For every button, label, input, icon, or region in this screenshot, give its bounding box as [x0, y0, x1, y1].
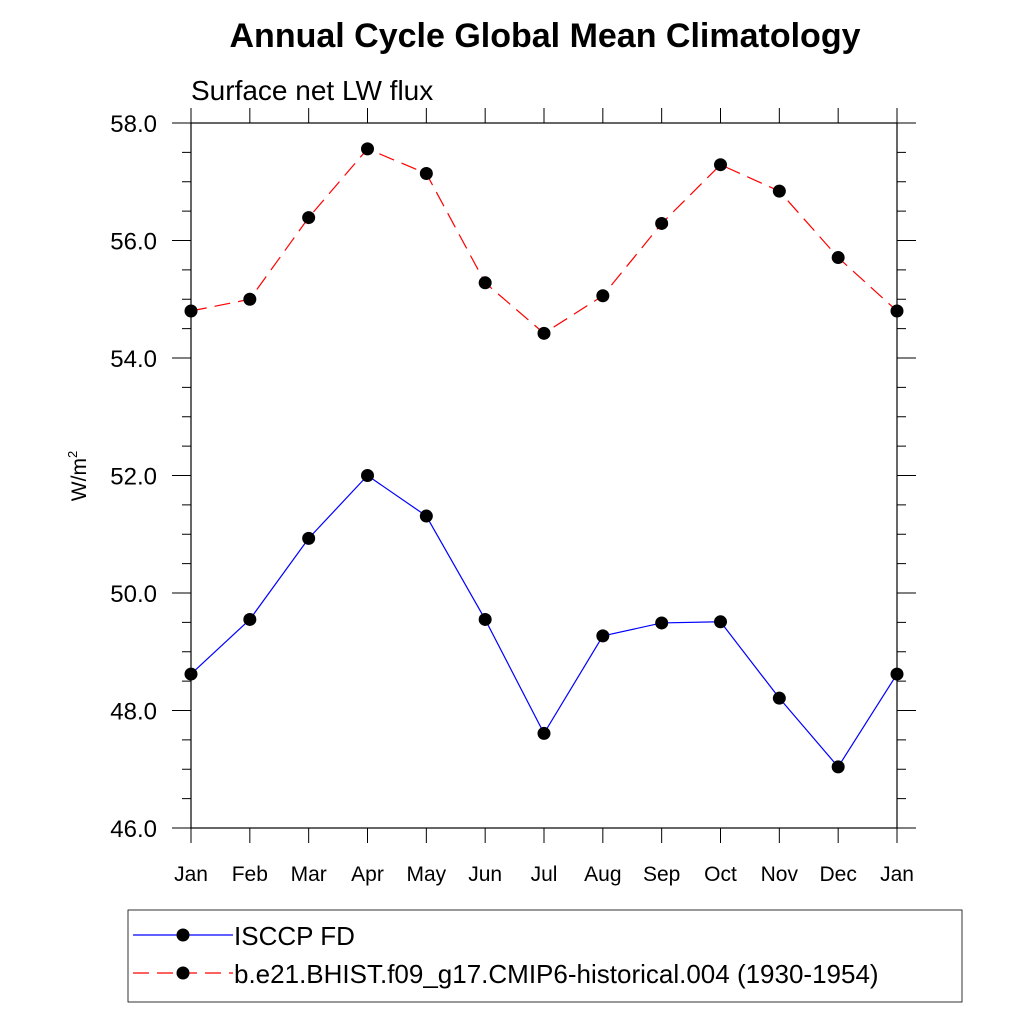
y-tick-label: 54.0	[110, 346, 157, 373]
x-tick-label: Jan	[880, 863, 914, 886]
y-axis-label-superscript: 2	[65, 451, 80, 458]
legend-box	[127, 909, 963, 1003]
series-line-0	[190, 474, 898, 768]
x-tick-label: Sep	[643, 863, 680, 886]
legend: ISCCP FD b.e21.BHIST.f09_g17.CMIP6-histor…	[127, 909, 963, 1003]
data-point-1	[890, 304, 904, 318]
axes: 46.0 48.0 50.0 52.0 54.0 56.0 58.0 Jan Feb Mar Apr…	[110, 108, 916, 886]
x-tick-label: Feb	[232, 863, 268, 886]
data-point-1	[831, 251, 845, 265]
x-tick-label: Apr	[351, 863, 384, 886]
data-point-1	[243, 292, 257, 306]
data-point-0	[243, 612, 257, 626]
x-tick-label: Nov	[761, 863, 799, 886]
data-point-0	[302, 531, 316, 545]
data-point-1	[655, 216, 669, 230]
series-group	[184, 142, 904, 774]
data-point-1	[537, 326, 551, 340]
chart-subtitle: Surface net LW flux	[191, 75, 433, 106]
data-point-0	[596, 629, 610, 643]
y-axis-label: W/m2	[65, 451, 91, 501]
data-point-0	[714, 615, 727, 629]
x-tick-label: Aug	[584, 863, 621, 886]
data-point-0	[184, 667, 198, 681]
legend-marker-0	[176, 928, 190, 942]
legend-marker-1	[176, 966, 190, 980]
x-tick-label: Jun	[468, 863, 502, 886]
y-axis-label-unit: W/m	[68, 458, 91, 501]
data-point-1	[419, 167, 433, 181]
data-point-0	[655, 616, 669, 630]
data-point-1	[361, 142, 374, 156]
y-tick-label: 52.0	[110, 464, 157, 491]
data-point-1	[302, 211, 316, 225]
data-point-0	[361, 469, 374, 482]
x-tick-label: Mar	[291, 863, 327, 886]
y-tick-label: 48.0	[110, 699, 157, 726]
x-tick-label: Jan	[174, 863, 208, 886]
data-point-1	[184, 304, 198, 318]
x-tick-label: Jul	[531, 863, 558, 886]
y-tick-label: 46.0	[110, 816, 157, 843]
series-line-1	[190, 148, 898, 335]
data-point-0	[772, 691, 786, 705]
data-point-0	[478, 612, 492, 626]
data-point-1	[596, 289, 610, 303]
x-tick-label: Oct	[704, 863, 737, 886]
data-point-0	[537, 726, 551, 740]
y-tick-label: 56.0	[110, 229, 157, 256]
legend-label-0: ISCCP FD	[234, 921, 355, 951]
x-tick-label: Dec	[819, 863, 856, 886]
data-point-1	[478, 276, 492, 290]
data-point-0	[890, 667, 904, 681]
y-tick-label: 58.0	[110, 111, 157, 138]
data-point-1	[714, 158, 727, 172]
data-point-0	[419, 509, 433, 523]
data-point-1	[772, 184, 786, 198]
data-point-0	[831, 760, 845, 774]
plot-frame	[190, 122, 898, 829]
y-tick-label: 50.0	[110, 581, 157, 608]
x-tick-label: May	[406, 863, 446, 886]
legend-label-1: b.e21.BHIST.f09_g17.CMIP6-historical.004…	[234, 959, 879, 989]
chart-title: Annual Cycle Global Mean Climatology	[230, 17, 861, 55]
